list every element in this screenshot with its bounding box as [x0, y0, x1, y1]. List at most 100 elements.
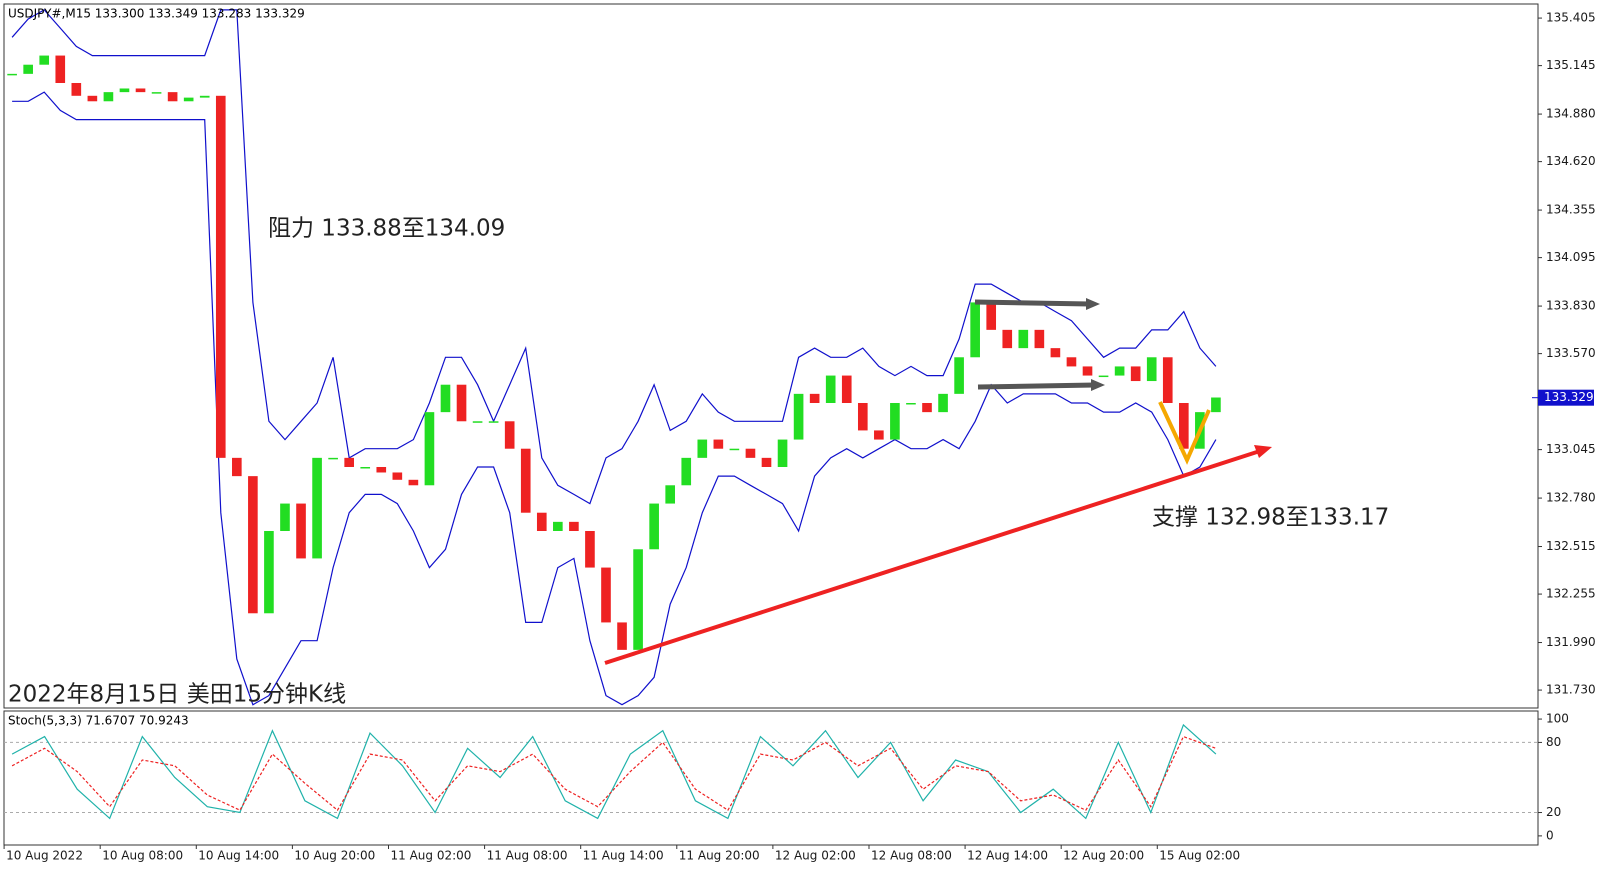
candle	[601, 567, 611, 623]
y-tick-label: 131.990	[1546, 635, 1596, 649]
stoch-k	[11, 723, 1217, 820]
candle	[392, 472, 403, 480]
candle	[1034, 329, 1045, 349]
candle	[1066, 357, 1077, 367]
x-tick-label: 10 Aug 20:00	[294, 849, 375, 863]
candle	[1146, 357, 1157, 382]
candle	[1002, 329, 1013, 349]
candle	[745, 448, 756, 458]
trend-arrow-head	[1254, 445, 1272, 458]
x-tick-label: 11 Aug 08:00	[487, 849, 568, 863]
stoch-pane	[3, 710, 1539, 846]
y-tick-label: 131.730	[1546, 683, 1596, 697]
candle	[328, 457, 338, 460]
y-tick-label: 135.405	[1546, 11, 1596, 25]
candle	[408, 479, 419, 486]
x-tick-label: 15 Aug 02:00	[1159, 849, 1240, 863]
candle	[7, 73, 17, 76]
x-tick-label: 12 Aug 08:00	[871, 849, 952, 863]
stoch-tick-label: 20	[1546, 805, 1561, 819]
y-tick-label: 134.880	[1546, 107, 1596, 121]
candle	[906, 402, 916, 405]
price-pane	[3, 3, 1539, 709]
resistance-note: 阻力 133.88至134.09	[268, 216, 505, 242]
candle	[119, 88, 130, 93]
candle	[938, 393, 948, 413]
candle	[986, 302, 997, 330]
y-tick-label: 132.780	[1546, 491, 1596, 505]
candle	[248, 476, 258, 614]
gray-arrow	[974, 299, 1091, 307]
upper-band	[11, 9, 1217, 505]
gray-arrow-head	[1091, 379, 1105, 391]
candle	[665, 485, 676, 504]
support-note: 支撑 132.98至133.17	[1152, 505, 1389, 531]
candle	[151, 92, 162, 94]
candle	[71, 82, 82, 96]
stoch-tick-label: 0	[1546, 828, 1554, 842]
y-tick-label: 132.515	[1546, 539, 1596, 553]
candle	[488, 421, 499, 423]
candle	[215, 95, 226, 458]
y-tick-label: 133.045	[1546, 442, 1596, 456]
y-tick-label: 133.830	[1546, 299, 1596, 313]
x-tick-label: 12 Aug 20:00	[1063, 849, 1144, 863]
gray-arrow-head	[1086, 298, 1100, 310]
candle	[456, 384, 467, 422]
candle	[922, 402, 932, 413]
candle	[617, 622, 627, 650]
x-tick-label: 10 Aug 2022	[6, 849, 83, 863]
candle	[954, 357, 964, 394]
candle	[167, 92, 178, 102]
candle	[23, 64, 33, 74]
candle	[1178, 402, 1189, 449]
candle	[1098, 375, 1109, 378]
y-tick-label: 135.145	[1546, 58, 1596, 72]
candle	[376, 466, 387, 473]
candle	[1018, 329, 1029, 349]
candle	[280, 503, 290, 531]
candle	[135, 88, 146, 93]
y-tick-label: 133.570	[1546, 346, 1596, 360]
candle	[793, 393, 804, 440]
candle	[520, 448, 531, 513]
candle	[1114, 366, 1125, 376]
y-tick-label: 134.355	[1546, 203, 1596, 217]
gray-arrow	[977, 382, 1096, 390]
stoch-tick-label: 80	[1546, 735, 1561, 749]
candle	[264, 530, 274, 614]
stoch-label: Stoch(5,3,3) 71.6707 70.9243	[8, 714, 189, 728]
candle	[681, 457, 692, 486]
x-tick-label: 10 Aug 08:00	[102, 849, 183, 863]
candle	[697, 439, 708, 458]
candle	[1130, 366, 1141, 382]
candle	[504, 421, 515, 449]
stoch-d	[11, 735, 1217, 812]
x-tick-label: 11 Aug 02:00	[390, 849, 471, 863]
candle	[232, 457, 242, 477]
candle	[713, 439, 724, 449]
last-price-label: 133.329	[1544, 390, 1594, 404]
candle	[761, 457, 772, 467]
candle	[777, 439, 788, 467]
candle	[1162, 357, 1173, 403]
x-tick-label: 12 Aug 02:00	[775, 849, 856, 863]
candle	[553, 521, 563, 531]
candle	[970, 302, 980, 358]
candle	[1211, 397, 1221, 413]
caption: 2022年8月15日 美田15分钟K线	[8, 682, 346, 708]
candle	[633, 549, 643, 650]
x-tick-label: 11 Aug 14:00	[583, 849, 664, 863]
stoch-tick-label: 100	[1546, 712, 1569, 726]
candle	[472, 421, 483, 423]
candle	[890, 402, 900, 440]
candle	[1082, 366, 1093, 376]
x-tick-label: 10 Aug 14:00	[198, 849, 279, 863]
candle	[312, 457, 322, 559]
trend-line	[604, 449, 1261, 665]
candle	[199, 95, 210, 98]
candle	[825, 375, 836, 403]
candle	[360, 466, 371, 469]
